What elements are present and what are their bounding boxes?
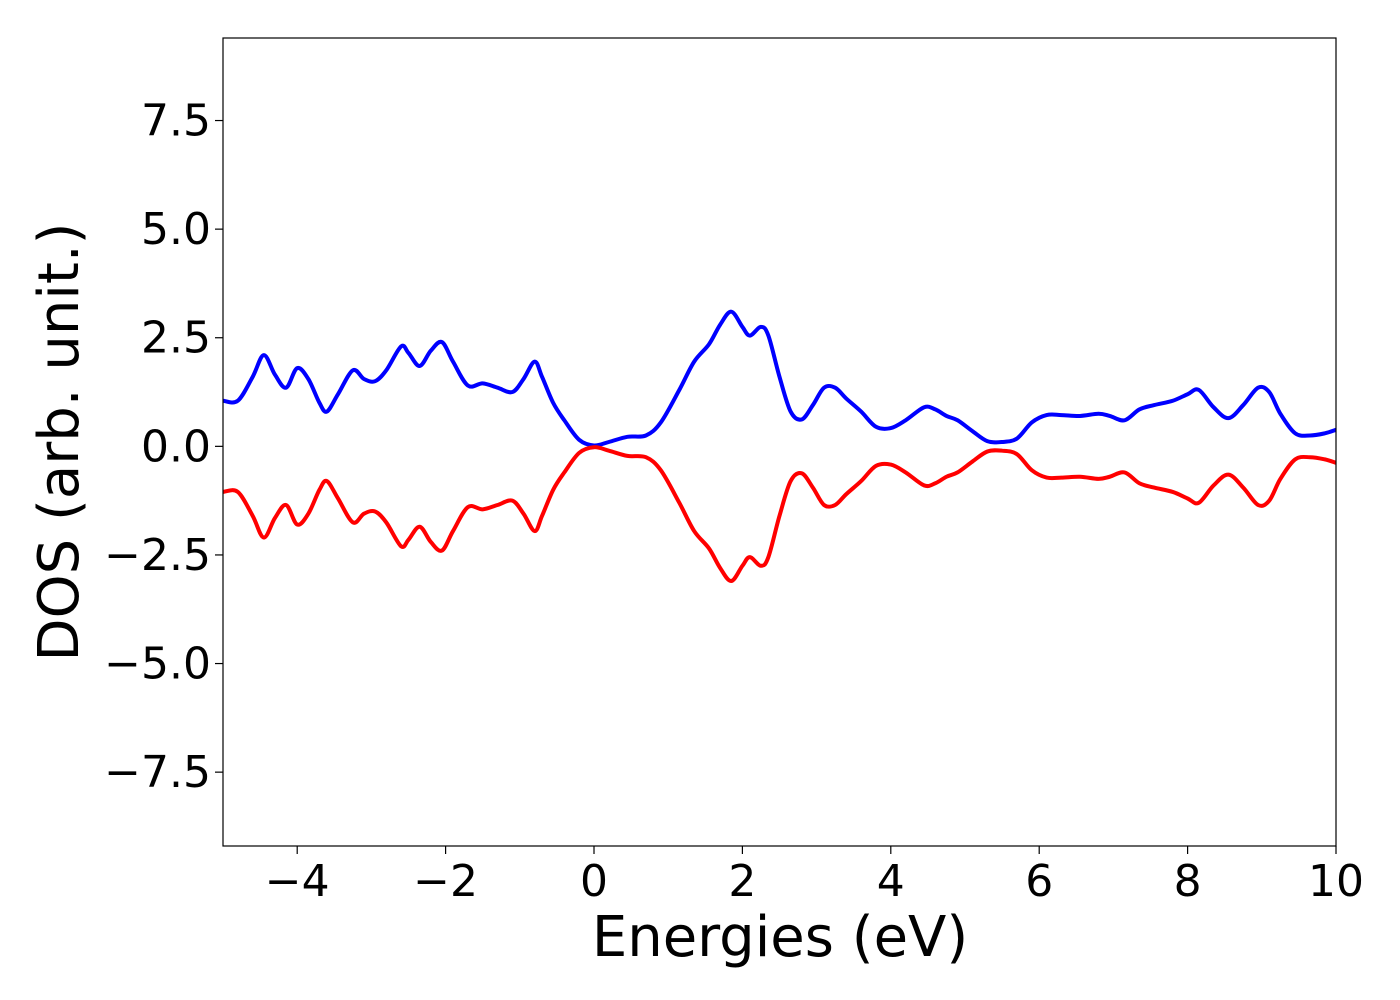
series-layer bbox=[223, 309, 1336, 584]
y-axis-label: DOS (arb. unit.) bbox=[27, 222, 92, 661]
x-tick-label: 10 bbox=[1308, 856, 1364, 907]
x-tick-label: 2 bbox=[728, 856, 756, 907]
y-tick-label: 7.5 bbox=[141, 96, 211, 147]
x-tick-label: −2 bbox=[413, 856, 478, 907]
y-tick-label: 5.0 bbox=[141, 204, 211, 255]
x-tick-label: 6 bbox=[1025, 856, 1053, 907]
plot-frame bbox=[222, 37, 1337, 847]
x-tick-label: −4 bbox=[265, 856, 330, 907]
series-line-red bbox=[223, 445, 1336, 584]
y-tick-label: −2.5 bbox=[104, 530, 211, 581]
x-tick-label: 0 bbox=[580, 856, 608, 907]
x-axis-label: Energies (eV) bbox=[592, 905, 968, 970]
y-tick-label: −5.0 bbox=[104, 639, 211, 690]
series-line-blue bbox=[223, 309, 1336, 448]
y-tick-label: 2.5 bbox=[141, 313, 211, 364]
y-tick-label: −7.5 bbox=[104, 747, 211, 798]
tick-layer: −4 −2 0 2 4 6 8 10 7.5 5.0 2.5 0.0 −2.5 −5.0 −7.5 bbox=[104, 96, 1364, 907]
x-tick-label: 8 bbox=[1174, 856, 1202, 907]
y-tick-label: 0.0 bbox=[141, 421, 211, 472]
x-tick-label: 4 bbox=[877, 856, 905, 907]
